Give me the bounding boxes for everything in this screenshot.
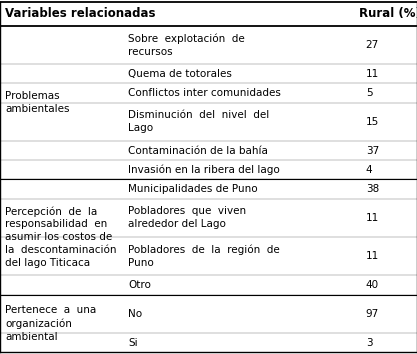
Text: 11: 11: [366, 213, 379, 223]
Text: Contaminación de la bahía: Contaminación de la bahía: [128, 145, 268, 156]
Text: Percepción  de  la
responsabilidad  en
asumir los costos de
la  descontaminación: Percepción de la responsabilidad en asum…: [5, 206, 116, 268]
Text: Conflictos inter comunidades: Conflictos inter comunidades: [128, 88, 281, 98]
Text: 37: 37: [366, 145, 379, 156]
Text: Otro: Otro: [128, 280, 151, 290]
Text: Problemas
ambientales: Problemas ambientales: [5, 91, 70, 114]
Text: 38: 38: [366, 184, 379, 194]
Text: 4: 4: [366, 165, 372, 175]
Text: Pertenece  a  una
organización
ambiental: Pertenece a una organización ambiental: [5, 305, 96, 342]
Text: No: No: [128, 309, 143, 319]
Text: 11: 11: [366, 251, 379, 261]
Text: 11: 11: [366, 69, 379, 79]
Text: 97: 97: [366, 309, 379, 319]
Text: Municipalidades de Puno: Municipalidades de Puno: [128, 184, 258, 194]
Text: 27: 27: [366, 40, 379, 50]
Text: 40: 40: [366, 280, 379, 290]
Text: 15: 15: [366, 117, 379, 127]
Text: Quema de totorales: Quema de totorales: [128, 69, 232, 79]
Text: 5: 5: [366, 88, 372, 98]
Text: Invasión en la ribera del lago: Invasión en la ribera del lago: [128, 165, 280, 175]
Text: Sobre  explotación  de
recursos: Sobre explotación de recursos: [128, 33, 245, 57]
Text: 3: 3: [366, 338, 372, 348]
Text: Pobladores  de  la  región  de
Puno: Pobladores de la región de Puno: [128, 245, 280, 268]
Text: Si: Si: [128, 338, 138, 348]
Text: Variables relacionadas: Variables relacionadas: [5, 7, 156, 20]
Text: Pobladores  que  viven
alrededor del Lago: Pobladores que viven alrededor del Lago: [128, 206, 246, 229]
Text: Rural (%): Rural (%): [359, 7, 417, 20]
Text: Disminución  del  nivel  del
Lago: Disminución del nivel del Lago: [128, 110, 270, 133]
